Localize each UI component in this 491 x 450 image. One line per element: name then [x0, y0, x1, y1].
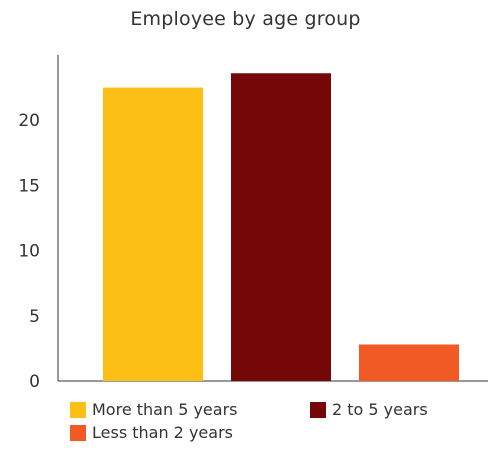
legend-label: More than 5 years — [92, 400, 238, 419]
bars — [103, 73, 459, 382]
legend-label: 2 to 5 years — [332, 400, 428, 419]
legend-item-2-to-5-years: 2 to 5 years — [310, 400, 428, 419]
bar-2-to-5-years — [231, 73, 331, 382]
bar-more-than-5-years — [103, 87, 203, 381]
legend-item-less-than-2-years: Less than 2 years — [70, 423, 233, 442]
y-axis-ticks: 0 5 10 15 20 — [18, 111, 40, 392]
y-tick-label: 10 — [18, 242, 40, 262]
legend-item-more-than-5-years: More than 5 years — [70, 400, 238, 419]
y-tick-label: 0 — [29, 372, 40, 392]
legend-label: Less than 2 years — [92, 423, 233, 442]
bar-less-than-2-years — [359, 344, 459, 381]
y-tick-label: 15 — [18, 176, 40, 196]
legend-swatch — [70, 401, 86, 418]
legend-swatch — [310, 401, 326, 418]
chart-title: Employee by age group — [130, 8, 361, 30]
legend-swatch — [70, 424, 86, 441]
y-tick-label: 20 — [18, 111, 40, 131]
y-tick-label: 5 — [29, 307, 40, 327]
